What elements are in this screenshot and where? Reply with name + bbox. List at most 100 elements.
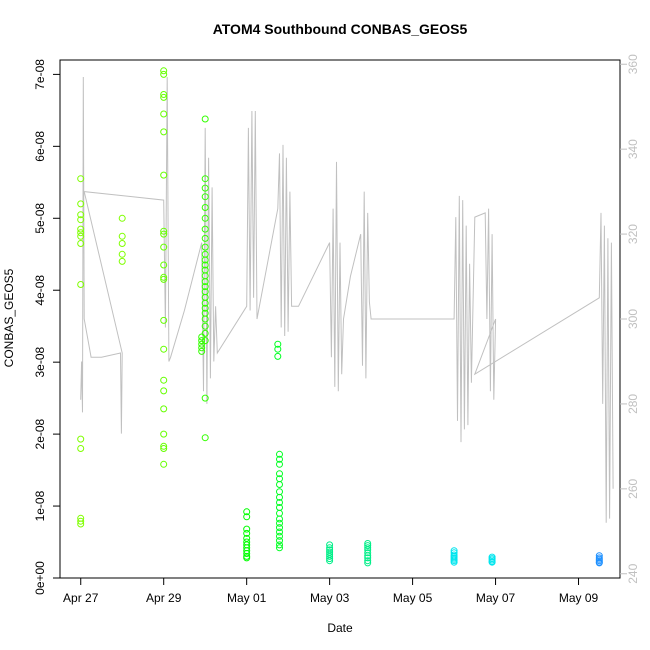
data-point xyxy=(77,232,85,240)
data-point xyxy=(276,493,283,501)
data-point xyxy=(201,184,209,192)
data-point xyxy=(201,193,209,201)
data-point xyxy=(276,532,283,540)
y-tick-label: 5e-08 xyxy=(33,203,47,234)
data-point xyxy=(276,515,283,523)
data-point xyxy=(160,227,168,235)
secondary-series xyxy=(80,76,614,523)
data-point xyxy=(160,345,168,353)
y-tick-label: 7e-08 xyxy=(33,59,47,90)
data-point xyxy=(77,520,85,528)
y-tick-label: 1e-08 xyxy=(33,490,47,521)
data-point xyxy=(274,352,282,360)
data-point xyxy=(364,559,372,567)
y2-tick-label: 340 xyxy=(626,139,640,159)
data-point xyxy=(160,110,168,118)
y2-tick-label: 320 xyxy=(626,224,640,244)
data-point xyxy=(77,211,85,219)
data-point xyxy=(326,555,334,563)
data-point xyxy=(364,549,372,557)
y-tick-label: 4e-08 xyxy=(33,275,47,306)
data-point xyxy=(201,434,209,442)
data-point xyxy=(201,278,209,286)
y-axis-label: CONBAS_GEOS5 xyxy=(2,268,16,367)
data-point xyxy=(77,175,85,183)
y-tick-label: 6e-08 xyxy=(33,131,47,162)
data-point xyxy=(198,344,206,352)
x-tick-label: May 07 xyxy=(476,591,516,605)
data-point xyxy=(364,557,372,565)
data-point xyxy=(77,517,85,525)
data-point xyxy=(201,322,209,330)
data-point xyxy=(276,460,283,468)
data-point xyxy=(243,525,251,533)
y2-tick-label: 360 xyxy=(626,54,640,74)
data-point xyxy=(160,405,168,413)
data-point xyxy=(160,430,168,438)
y2-axis: 240 260 280 300 320 340 360 xyxy=(620,54,640,584)
data-point xyxy=(77,229,85,237)
data-point xyxy=(118,250,126,258)
data-point xyxy=(326,557,334,565)
data-point xyxy=(201,394,209,402)
data-point xyxy=(160,273,168,281)
data-point xyxy=(160,316,168,324)
data-point xyxy=(276,450,283,458)
data-point xyxy=(160,376,168,384)
data-point xyxy=(118,240,126,247)
data-point xyxy=(201,175,209,183)
x-tick-label: Apr 29 xyxy=(146,591,182,605)
data-point xyxy=(201,304,209,312)
data-point xyxy=(77,435,85,443)
data-point xyxy=(201,250,209,258)
data-point xyxy=(201,256,209,264)
data-point xyxy=(201,234,209,242)
data-point xyxy=(276,499,283,506)
data-point xyxy=(276,541,283,549)
data-point xyxy=(276,524,283,532)
y-tick-label: 0e+00 xyxy=(33,561,47,595)
data-point xyxy=(201,299,209,307)
data-point xyxy=(160,387,168,395)
data-point xyxy=(364,542,372,550)
data-point xyxy=(201,243,209,251)
plot-frame xyxy=(59,59,621,579)
data-point xyxy=(243,554,251,562)
data-point xyxy=(243,513,251,521)
data-point xyxy=(276,470,283,478)
y2-tick-label: 280 xyxy=(626,394,640,414)
y-axis: 0e+00 1e-08 2e-08 3e-08 4e-08 5e-08 6e-08 7e-08 xyxy=(33,59,60,595)
data-point xyxy=(160,67,168,75)
x-tick-label: May 03 xyxy=(310,591,350,605)
data-point xyxy=(160,445,168,452)
data-point xyxy=(276,519,283,527)
data-point xyxy=(326,541,334,549)
x-axis: Apr 27 Apr 29 May 01 May 03 May 05 May 07 May … xyxy=(63,578,599,605)
data-point xyxy=(198,347,206,355)
data-point xyxy=(243,529,251,537)
data-point xyxy=(201,204,209,211)
data-point xyxy=(118,257,126,265)
data-point xyxy=(160,93,168,101)
data-point xyxy=(160,230,168,238)
data-point xyxy=(364,544,372,552)
data-point xyxy=(201,283,209,291)
y-tick-label: 2e-08 xyxy=(33,418,47,449)
data-point xyxy=(160,171,168,179)
data-point xyxy=(488,558,496,566)
y2-tick-label: 240 xyxy=(626,563,640,583)
data-point xyxy=(160,70,168,78)
data-point xyxy=(198,340,206,348)
data-point xyxy=(450,558,458,566)
data-point xyxy=(201,261,209,269)
data-point xyxy=(160,460,168,468)
y-tick-label: 3e-08 xyxy=(33,347,47,378)
scatter-series xyxy=(77,67,603,567)
data-point xyxy=(326,552,334,560)
data-point xyxy=(276,537,283,545)
data-point xyxy=(198,337,206,345)
data-point xyxy=(201,329,209,337)
data-point xyxy=(77,200,85,208)
data-point xyxy=(77,240,85,247)
